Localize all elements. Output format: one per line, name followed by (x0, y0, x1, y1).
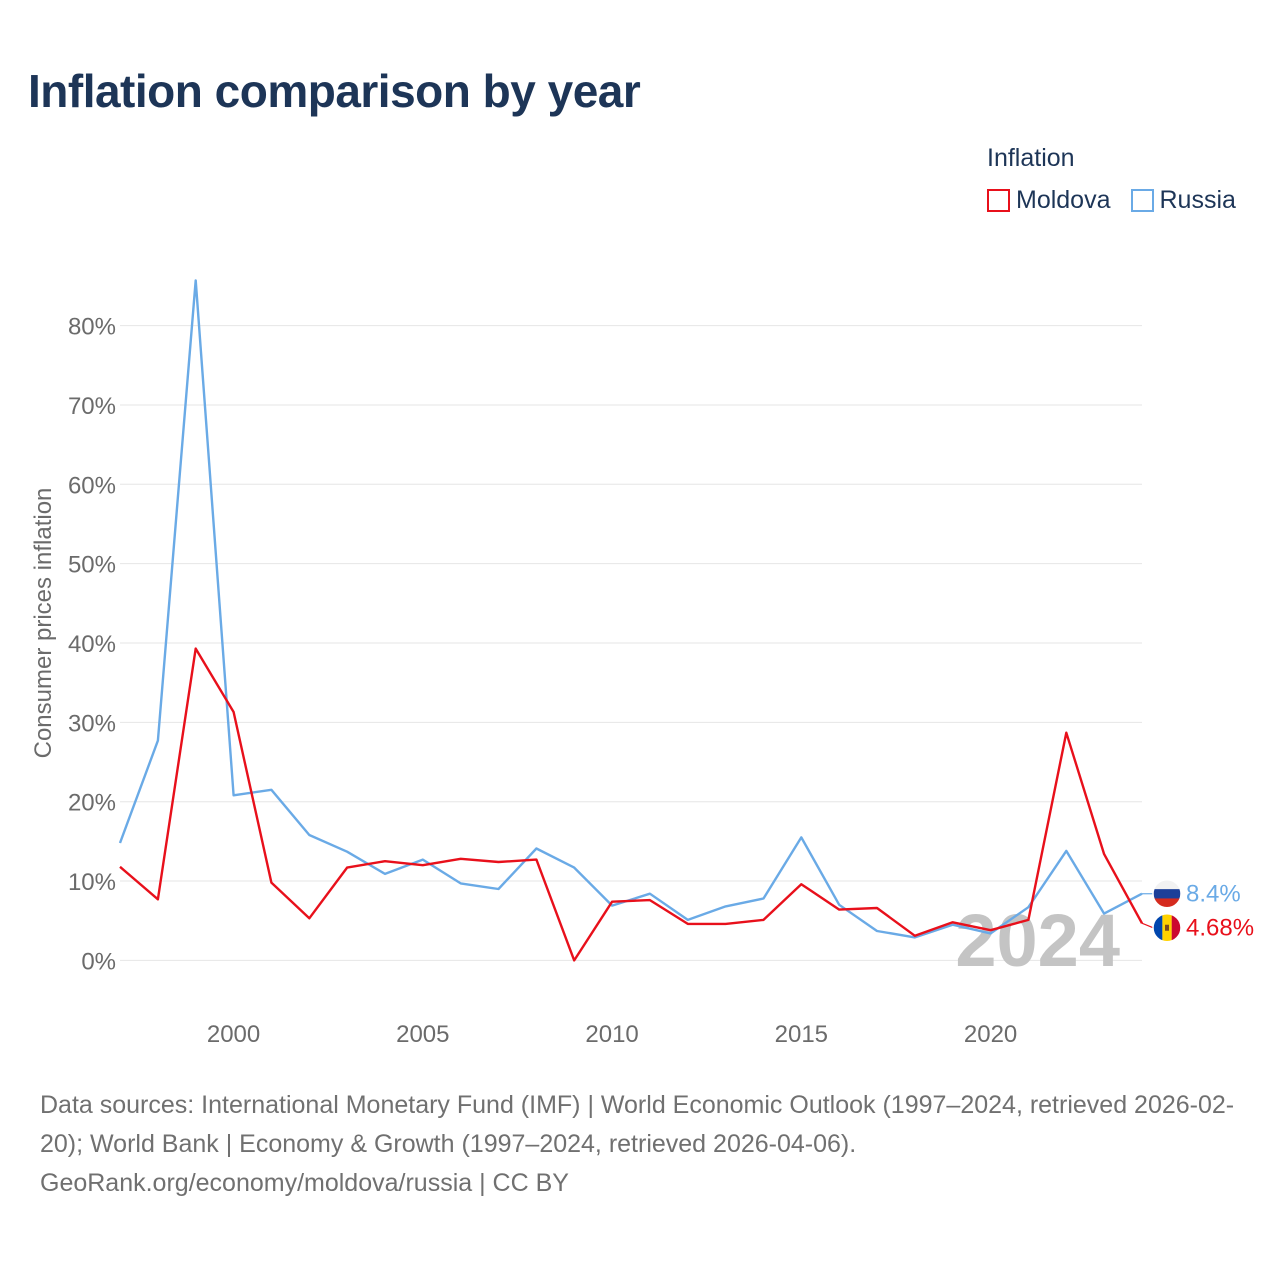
x-tick-label: 2020 (964, 1021, 1017, 1048)
y-tick-label: 60% (68, 472, 116, 499)
y-tick-label: 20% (68, 790, 116, 817)
y-axis-label: Consumer prices inflation (30, 488, 57, 759)
series-end-labels: 8.4% 4.68% (1141, 878, 1254, 943)
series-lines (118, 279, 1144, 962)
end-label-moldova: 4.68% (1186, 915, 1254, 942)
x-axis-ticks: 2000 2005 2010 2015 2020 (207, 1021, 1017, 1048)
series-line-moldova (119, 647, 1144, 962)
y-tick-label: 50% (68, 552, 116, 579)
chart-title: Inflation comparison by year (28, 65, 641, 117)
end-label-russia: 8.4% (1186, 881, 1241, 908)
legend-title: Inflation (987, 144, 1075, 172)
x-tick-label: 2000 (207, 1021, 260, 1048)
year-watermark: 2024 (955, 899, 1120, 982)
inflation-line-chart: 0%10%20%30%40%50%60%70%80% 2000 2005 2010 2… (30, 279, 1254, 1048)
end-connector-moldova (1141, 922, 1154, 929)
source-line-1: Data sources: International Monetary Fun… (40, 1091, 1235, 1158)
legend-swatch-russia (1130, 189, 1154, 212)
legend-item-moldova[interactable]: Moldova (987, 186, 1111, 215)
y-tick-label: 0% (81, 948, 116, 975)
legend-item-russia[interactable]: Russia (1130, 186, 1236, 215)
y-axis-ticks: 0% 10% 20% 30% 40% 50% 60% 70% 80% (68, 314, 116, 976)
x-tick-label: 2010 (585, 1021, 638, 1048)
series-line-russia (118, 279, 1143, 939)
flag-russia-icon (1153, 879, 1181, 908)
data-source-note: Data sources: International Monetary Fun… (40, 1086, 1250, 1203)
grid-lines (120, 325, 1142, 961)
legend-label-russia: Russia (1159, 186, 1236, 214)
y-tick-label: 40% (68, 631, 116, 658)
source-line-2: GeoRank.org/economy/moldova/russia | CC … (40, 1169, 569, 1197)
legend: Moldova Russia (987, 186, 1236, 215)
legend-swatch-moldova (987, 189, 1010, 212)
y-tick-label: 70% (68, 393, 116, 420)
flag-moldova-icon (1153, 913, 1181, 942)
y-tick-label: 10% (68, 869, 116, 896)
x-tick-label: 2015 (775, 1021, 828, 1048)
y-tick-label: 30% (68, 710, 116, 737)
y-tick-label: 80% (68, 314, 116, 341)
legend-label-moldova: Moldova (1016, 186, 1111, 214)
x-tick-label: 2005 (396, 1021, 449, 1048)
